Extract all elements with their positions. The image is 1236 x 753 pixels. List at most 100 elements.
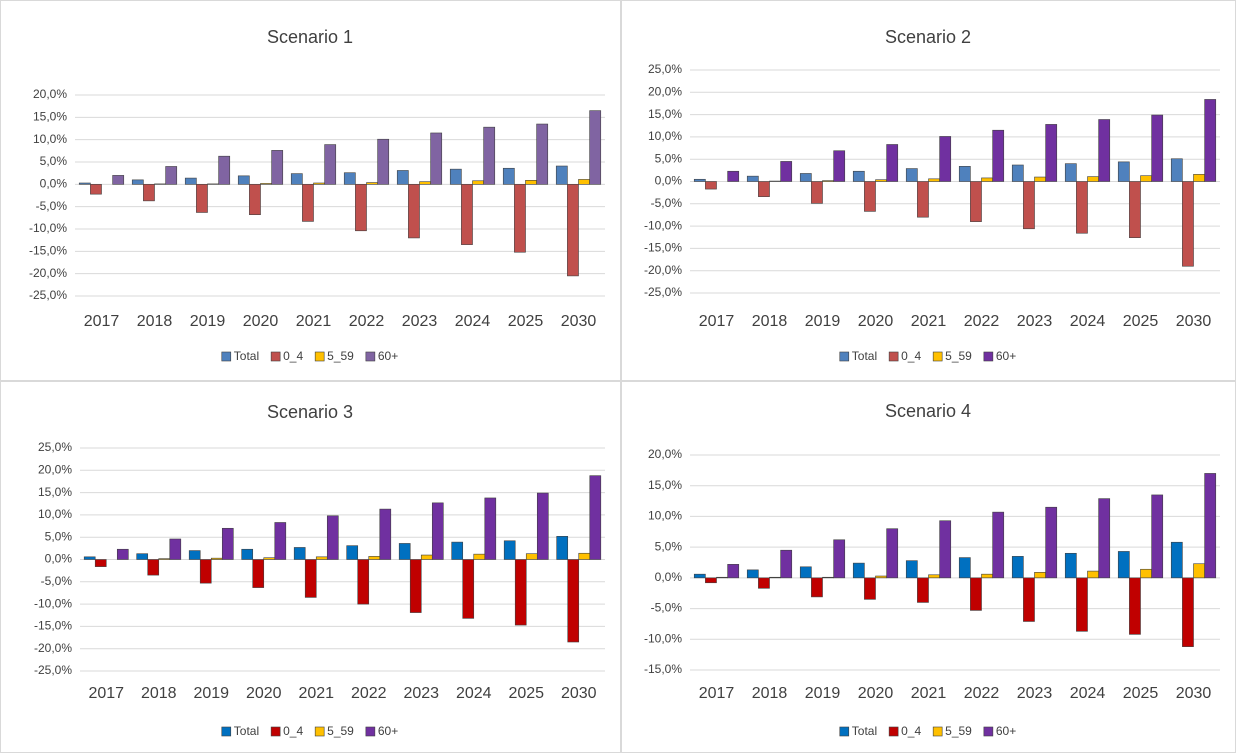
bar bbox=[90, 184, 102, 195]
bar bbox=[822, 180, 834, 182]
bar bbox=[864, 577, 876, 600]
bar bbox=[1182, 181, 1194, 267]
bar bbox=[1151, 494, 1164, 579]
bar bbox=[290, 173, 303, 185]
bar bbox=[484, 497, 497, 560]
legend-swatch bbox=[270, 351, 281, 362]
legend: Total 0_4 5_59 60+ bbox=[839, 349, 1016, 363]
y-tick-label: 10,0% bbox=[648, 509, 682, 523]
bar bbox=[184, 177, 197, 185]
bar bbox=[1129, 181, 1141, 238]
bar bbox=[746, 569, 759, 579]
y-tick-label: -5,0% bbox=[36, 199, 68, 213]
legend-swatch bbox=[888, 351, 899, 362]
bar bbox=[199, 559, 212, 584]
bar bbox=[589, 110, 602, 185]
bar bbox=[1045, 506, 1058, 579]
legend-label: 0_4 bbox=[283, 724, 303, 738]
bar bbox=[313, 182, 325, 185]
bar bbox=[727, 564, 740, 579]
x-tick-label: 2020 bbox=[243, 313, 279, 330]
bar bbox=[928, 178, 940, 182]
y-tick-label: -15,0% bbox=[644, 662, 682, 676]
bar bbox=[758, 577, 770, 589]
bar bbox=[981, 573, 993, 579]
bar bbox=[1045, 124, 1058, 182]
bar bbox=[1023, 577, 1035, 622]
bar bbox=[567, 559, 580, 643]
legend-label: 5_59 bbox=[327, 349, 354, 363]
x-tick-label: 2023 bbox=[402, 313, 438, 330]
bar bbox=[864, 181, 876, 212]
bar bbox=[461, 184, 473, 245]
bar bbox=[260, 183, 272, 185]
chart-title: Scenario 2 bbox=[885, 27, 971, 47]
bar bbox=[746, 175, 759, 182]
legend-label: 5_59 bbox=[945, 724, 972, 738]
x-tick-label: 2020 bbox=[246, 685, 282, 702]
y-tick-label: -15,0% bbox=[29, 244, 67, 258]
bar bbox=[1076, 181, 1088, 234]
bar bbox=[1098, 119, 1111, 182]
x-tick-label: 2024 bbox=[1070, 685, 1106, 702]
bar bbox=[462, 559, 475, 619]
x-tick-label: 2017 bbox=[84, 313, 120, 330]
y-tick-label: 10,0% bbox=[648, 129, 682, 143]
bar bbox=[1117, 161, 1130, 182]
bar bbox=[241, 548, 254, 560]
x-tick-label: 2024 bbox=[1070, 313, 1106, 330]
x-tick-label: 2025 bbox=[1123, 685, 1159, 702]
bar bbox=[379, 508, 392, 560]
y-tick-label: -5,0% bbox=[651, 196, 683, 210]
bar bbox=[1117, 551, 1130, 579]
bar bbox=[431, 502, 444, 560]
y-tick-label: 0,0% bbox=[655, 174, 683, 188]
y-tick-label: -10,0% bbox=[644, 631, 682, 645]
legend-label: 60+ bbox=[996, 724, 1016, 738]
bar bbox=[324, 144, 337, 185]
bar bbox=[473, 553, 486, 560]
bar bbox=[905, 560, 918, 579]
bar bbox=[536, 492, 549, 560]
bar bbox=[1087, 570, 1099, 579]
bar bbox=[1034, 572, 1046, 579]
bar bbox=[302, 184, 314, 222]
y-tick-label: 15,0% bbox=[38, 485, 72, 499]
bar bbox=[1204, 473, 1217, 579]
bar bbox=[693, 178, 706, 182]
bar bbox=[811, 181, 823, 204]
bar bbox=[1064, 163, 1077, 182]
bar bbox=[158, 558, 171, 560]
x-tick-label: 2024 bbox=[456, 685, 492, 702]
bar bbox=[449, 168, 462, 185]
bar bbox=[1170, 158, 1183, 182]
bar bbox=[343, 172, 356, 185]
bar bbox=[355, 184, 367, 232]
bar bbox=[514, 559, 527, 626]
bar bbox=[1182, 577, 1194, 647]
bar bbox=[1193, 174, 1205, 182]
bar bbox=[769, 576, 781, 579]
legend: Total 0_4 5_59 60+ bbox=[839, 724, 1016, 738]
bar bbox=[970, 181, 982, 222]
bar bbox=[503, 540, 516, 560]
bar bbox=[483, 126, 496, 185]
bar bbox=[1140, 568, 1152, 579]
bar bbox=[116, 548, 129, 560]
bar bbox=[780, 549, 793, 579]
bar bbox=[1064, 552, 1077, 579]
y-tick-label: 5,0% bbox=[655, 539, 683, 553]
y-tick-label: 15,0% bbox=[33, 110, 67, 124]
bar bbox=[958, 166, 971, 182]
x-tick-label: 2019 bbox=[193, 685, 229, 702]
legend-swatch bbox=[365, 351, 376, 362]
legend-label: Total bbox=[852, 349, 877, 363]
y-tick-label: 20,0% bbox=[648, 447, 682, 461]
bar bbox=[136, 553, 149, 560]
bar bbox=[237, 175, 250, 185]
bar bbox=[556, 536, 569, 560]
x-tick-label: 2017 bbox=[699, 685, 735, 702]
x-tick-label: 2019 bbox=[805, 313, 841, 330]
bar bbox=[293, 547, 306, 560]
